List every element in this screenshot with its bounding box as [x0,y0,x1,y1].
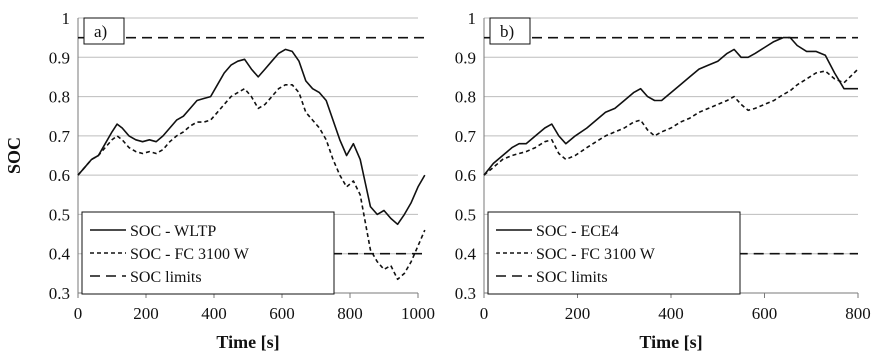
legend-entry-label: SOC - WLTP [130,223,216,240]
y-tick-label: 1 [468,9,477,28]
x-axis-title: Time [s] [216,332,279,352]
x-tick-label: 0 [74,304,83,323]
series-line-soc-fc [77,84,426,281]
panel-label: a) [94,22,107,41]
y-tick-label: 0.6 [455,166,476,185]
legend-box [81,211,335,295]
x-tick-label: 400 [658,304,684,323]
y-tick-label: 1 [62,9,71,28]
legend-entry-label: SOC - ECE4 [536,223,619,240]
x-tick-label: 400 [201,304,227,323]
y-tick-label: 0.3 [455,284,476,303]
y-axis-title: SOC [4,137,24,174]
x-tick-label: 1000 [401,304,435,323]
y-tick-label: 0.9 [49,48,70,67]
legend-entry-label: SOC limits [536,269,608,286]
x-tick-label: 200 [565,304,591,323]
legend-entry-label: SOC - FC 3100 W [536,246,656,263]
chart-panel-a: 0.3 0.4 0.5 0.6 0.7 0.8 0.9 1 0 200 400 600 800 1000 T… [4,9,435,352]
panel-label: b) [500,22,514,41]
y-tick-label: 0.7 [49,127,71,146]
chart-panel-b: 0.3 0.4 0.5 0.6 0.7 0.8 0.9 1 0 200 400 600 800 Time … [455,9,871,352]
y-tick-label: 0.9 [455,48,476,67]
y-tick-label: 0.7 [455,127,477,146]
y-tick-label: 0.4 [49,245,71,264]
x-tick-label: 600 [752,304,778,323]
legend-entry-label: SOC limits [130,269,202,286]
y-tick-label: 0.4 [455,245,477,264]
y-tick-label: 0.5 [455,205,476,224]
legend-entry-label: SOC - FC 3100 W [130,246,250,263]
legend-box [487,211,741,295]
x-tick-label: 0 [480,304,489,323]
series-line-soc-cycle [77,48,426,226]
y-tick-label: 0.8 [455,88,476,107]
x-tick-label: 200 [133,304,159,323]
panel-label-box [489,17,531,45]
x-tick-label: 600 [269,304,295,323]
x-tick-label: 800 [845,304,871,323]
series-line-soc-fc [483,68,859,176]
y-tick-label: 0.5 [49,205,70,224]
x-tick-label: 800 [337,304,363,323]
y-tick-label: 0.8 [49,88,70,107]
x-axis-title: Time [s] [639,332,702,352]
series-line-soc-cycle [483,36,858,176]
panel-label-box [83,17,125,45]
y-tick-label: 0.3 [49,284,70,303]
y-tick-label: 0.6 [49,166,70,185]
